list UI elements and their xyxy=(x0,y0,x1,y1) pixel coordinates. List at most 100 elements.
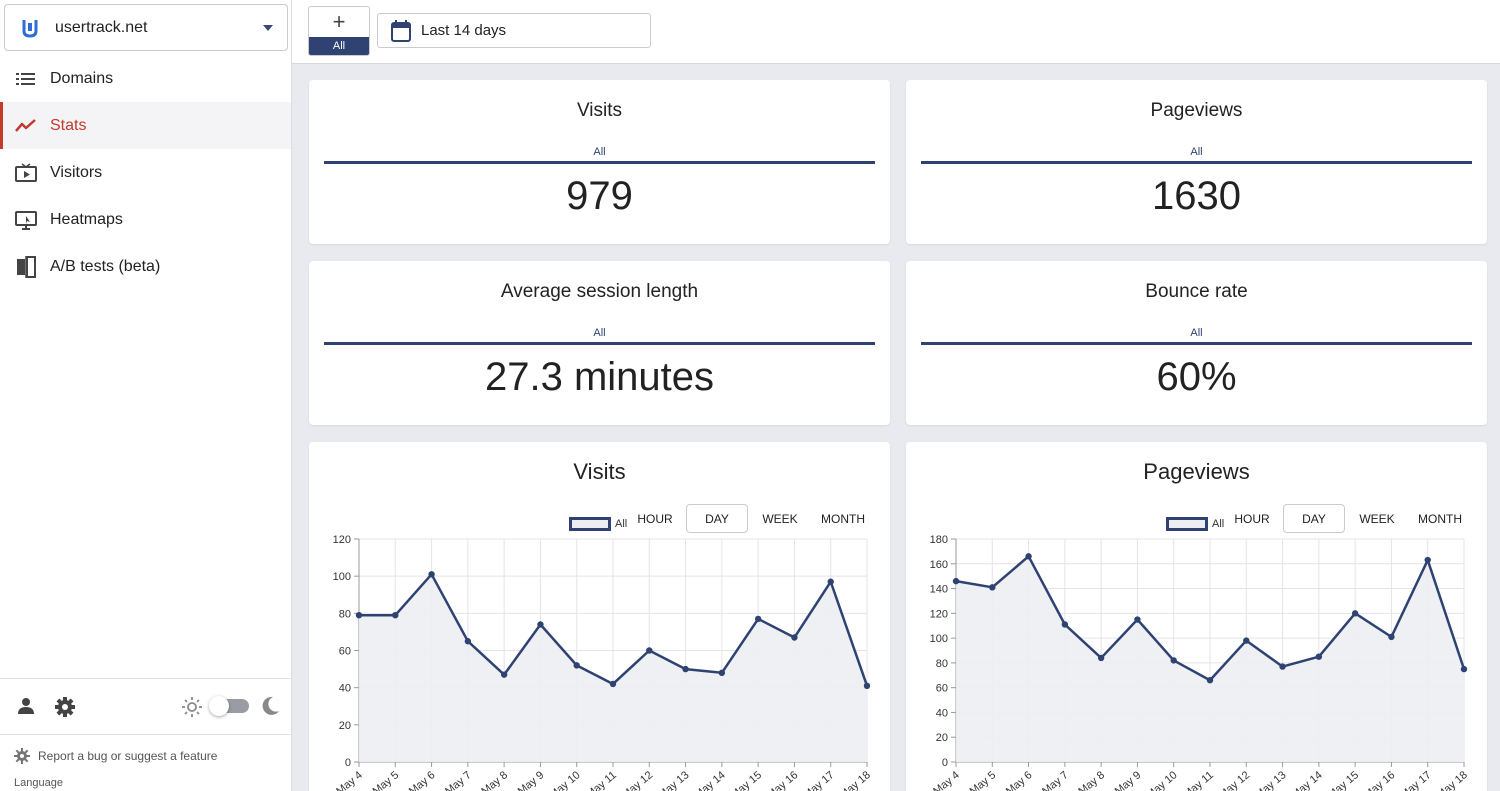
series-area xyxy=(359,574,867,762)
y-tick-label: 160 xyxy=(930,559,948,571)
stat-value: 979 xyxy=(566,174,633,218)
sidebar-item-heatmaps[interactable]: Heatmaps xyxy=(0,196,291,243)
legend-label: All xyxy=(1212,518,1225,530)
x-tick-label: May 12 xyxy=(620,769,655,791)
sidebar-item-stats[interactable]: Stats xyxy=(0,102,291,149)
x-tick-label: May 17 xyxy=(801,769,836,791)
y-tick-label: 120 xyxy=(333,534,351,546)
data-point xyxy=(1061,621,1069,628)
granularity-day[interactable]: DAY xyxy=(1283,504,1345,533)
data-point xyxy=(392,611,399,619)
segment-underline xyxy=(921,161,1472,164)
y-tick-label: 120 xyxy=(930,608,948,620)
x-tick-label: May 9 xyxy=(516,769,547,791)
data-point xyxy=(718,669,726,676)
segment-underline xyxy=(324,342,875,345)
data-point xyxy=(1134,616,1141,623)
domain-selector[interactable]: usertrack.net xyxy=(4,4,288,51)
x-tick-label: May 6 xyxy=(407,769,438,791)
report-bug-link[interactable]: Report a bug or suggest a feature xyxy=(0,734,291,776)
data-point xyxy=(537,621,544,628)
data-point xyxy=(1315,653,1323,660)
date-range-picker[interactable]: Last 14 days xyxy=(377,13,651,48)
add-segment-button[interactable]: + All xyxy=(308,6,370,56)
x-tick-label: May 4 xyxy=(334,769,365,791)
sidebar-item-ab-tests[interactable]: A/B tests (beta) xyxy=(0,243,291,290)
visits-chart: 0 20 40 60 80 100 120 May 4 May 5 May 6 May 7 May 8… xyxy=(333,534,873,791)
sidebar-footer-controls xyxy=(0,679,291,734)
x-tick-label: May 14 xyxy=(1289,769,1324,791)
chart-card-pageviews: Pageviews All HOUR DAY WEEK MONTH 0 20 40 6… xyxy=(906,442,1487,791)
sidebar-item-label: Heatmaps xyxy=(50,210,123,228)
usertrack-logo-icon xyxy=(22,19,38,38)
sidebar-item-domains[interactable]: Domains xyxy=(0,55,291,102)
sidebar-item-label: A/B tests (beta) xyxy=(50,257,161,275)
calendar-icon xyxy=(391,19,411,42)
stat-title: Visits xyxy=(576,100,623,121)
granularity-day[interactable]: DAY xyxy=(686,504,748,533)
stat-segment-label: All xyxy=(593,146,606,158)
data-point xyxy=(1388,633,1395,641)
y-tick-label: 80 xyxy=(339,608,351,620)
chart-title: Visits xyxy=(573,459,626,484)
granularity-week[interactable]: WEEK xyxy=(1359,511,1395,526)
report-bug-label: Report a bug or suggest a feature xyxy=(38,748,218,763)
sidebar-footer: Report a bug or suggest a feature xyxy=(0,678,291,776)
granularity-month[interactable]: MONTH xyxy=(1418,511,1462,526)
x-tick-label: May 7 xyxy=(443,769,474,791)
sidebar-item-label: Domains xyxy=(50,69,114,87)
sidebar-item-label: Visitors xyxy=(50,163,103,181)
data-point xyxy=(989,584,996,591)
legend-swatch[interactable] xyxy=(569,517,611,531)
x-tick-label: May 17 xyxy=(1398,769,1433,791)
x-tick-label: May 8 xyxy=(1076,769,1107,791)
x-tick-label: May 7 xyxy=(1040,769,1071,791)
y-tick-label: 100 xyxy=(333,571,351,583)
x-tick-label: May 14 xyxy=(692,769,727,791)
sidebar-item-visitors[interactable]: Visitors xyxy=(0,149,291,196)
stat-title: Pageviews xyxy=(1150,100,1243,121)
x-tick-label: May 15 xyxy=(729,769,764,791)
granularity-month[interactable]: MONTH xyxy=(821,511,865,526)
data-point xyxy=(1424,556,1431,564)
language-label: Language xyxy=(14,777,63,789)
stat-title: Average session length xyxy=(500,281,699,302)
stat-title: Bounce rate xyxy=(1145,281,1248,302)
data-point xyxy=(863,682,871,690)
gear-icon[interactable] xyxy=(54,696,76,718)
date-range-label: Last 14 days xyxy=(421,22,507,39)
user-icon[interactable] xyxy=(16,696,36,716)
data-point xyxy=(646,647,653,654)
granularity-week[interactable]: WEEK xyxy=(762,511,798,526)
y-tick-label: 20 xyxy=(339,720,351,732)
y-tick-label: 20 xyxy=(936,732,948,744)
data-point xyxy=(791,634,798,641)
x-tick-label: May 16 xyxy=(765,769,800,791)
plus-icon: + xyxy=(332,9,346,34)
x-tick-label: May 9 xyxy=(1113,769,1144,791)
bug-icon xyxy=(14,747,30,764)
list-icon xyxy=(15,68,37,90)
legend-label: All xyxy=(615,518,628,530)
chart-title: Pageviews xyxy=(1143,459,1250,484)
x-tick-label: May 5 xyxy=(968,769,999,791)
x-tick-label: May 10 xyxy=(1144,769,1179,791)
x-tick-label: May 12 xyxy=(1217,769,1252,791)
data-point xyxy=(1097,654,1105,662)
trend-icon xyxy=(15,115,37,137)
theme-toggle[interactable] xyxy=(209,696,249,716)
granularity-hour[interactable]: HOUR xyxy=(1234,511,1270,526)
legend-swatch[interactable] xyxy=(1166,517,1208,531)
top-bar: + All Last 14 days xyxy=(292,0,1500,64)
data-point xyxy=(952,577,960,585)
data-point xyxy=(754,615,762,623)
y-tick-label: 60 xyxy=(339,646,351,658)
y-tick-label: 0 xyxy=(345,757,351,769)
x-tick-label: May 11 xyxy=(1181,769,1216,791)
stat-card-avg-session: Average session length All 27.3 minutes xyxy=(309,261,890,425)
granularity-hour[interactable]: HOUR xyxy=(637,511,673,526)
chart-card-visits: Visits All HOUR DAY WEEK MONTH 0 20 40 60 80… xyxy=(309,442,890,791)
x-tick-label: May 8 xyxy=(479,769,510,791)
data-point xyxy=(609,680,617,688)
stat-value: 27.3 minutes xyxy=(484,355,715,399)
